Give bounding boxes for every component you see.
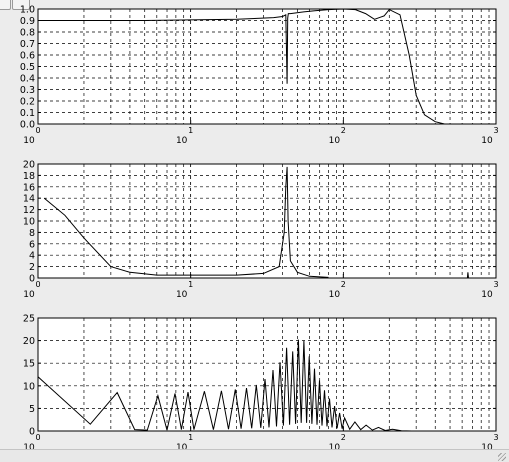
y-tick-label: 6 [29,239,35,250]
y-tick-label: 8 [29,228,35,239]
y-tick-label: 0.1 [20,108,35,119]
data-line [43,166,329,278]
subplot-1: 0.00.10.20.30.40.50.60.70.80.91.00101102… [20,5,499,147]
x-tick-exponent: 3 [493,126,498,135]
y-tick-label: 4 [29,251,35,262]
y-tick-label: 0.9 [20,16,35,27]
x-tick-base: 10 [176,443,188,449]
x-tick-exponent: 1 [188,126,193,135]
y-tick-label: 2 [29,262,35,273]
x-tick-exponent: 0 [35,280,40,289]
y-tick-label: 10 [23,381,35,392]
zoom-icon[interactable] [0,0,11,10]
y-tick-label: 15 [23,359,35,370]
y-tick-label: 0.5 [20,62,35,73]
data-line [38,8,445,124]
x-tick-exponent: 2 [341,433,346,442]
x-tick-base: 10 [23,443,35,449]
x-tick-base: 10 [23,136,35,146]
x-tick-exponent: 3 [493,280,498,289]
axes-frame [37,317,497,432]
x-tick-exponent: 0 [35,126,40,135]
grid [38,164,496,278]
x-tick-base: 10 [176,290,188,300]
y-tick-label: 0.0 [20,120,35,131]
x-tick-base: 10 [176,136,188,146]
x-tick-exponent: 3 [493,433,498,442]
x-tick-base: 10 [329,136,341,146]
x-tick-base: 10 [481,443,493,449]
y-tick-label: 0.8 [20,28,35,39]
resize-grip[interactable] [498,453,506,461]
rotate-icon[interactable] [12,0,30,10]
grid [38,9,496,124]
y-tick-label: 12 [23,205,35,216]
x-tick-exponent: 1 [188,280,193,289]
x-tick-exponent: 2 [341,126,346,135]
status-bar [0,449,509,462]
x-tick-base: 10 [329,443,341,449]
y-tick-label: 0.3 [20,85,35,96]
y-tick-label: 5 [29,404,35,415]
y-tick-label: 25 [23,314,35,325]
y-tick-label: 1.0 [20,5,35,16]
y-tick-label: 14 [23,194,35,205]
x-tick-exponent: 2 [341,280,346,289]
plot-area [38,318,496,431]
y-tick-label: 10 [23,217,35,228]
x-tick-base: 10 [481,290,493,300]
x-tick-exponent: 0 [35,433,40,442]
x-tick-base: 10 [329,290,341,300]
x-tick-base: 10 [481,136,493,146]
y-tick-label: 0.7 [20,39,35,50]
x-tick-exponent: 1 [188,433,193,442]
x-tick-base: 10 [23,290,35,300]
y-tick-label: 20 [23,336,35,347]
y-tick-label: 0.6 [20,51,35,62]
y-tick-label: 18 [23,171,35,182]
y-tick-label: 20 [23,160,35,171]
figure-canvas: 0.00.10.20.30.40.50.60.70.80.91.00101102… [20,5,499,450]
y-tick-label: 0.4 [20,74,35,85]
data-line-fragment [466,272,469,278]
data-line [38,339,412,431]
y-tick-label: 0.2 [20,97,35,108]
y-tick-label: 16 [23,182,35,193]
figure-toolbar [0,0,509,10]
y-tick-label: 0 [29,274,35,285]
y-tick-label: 0 [29,427,35,438]
